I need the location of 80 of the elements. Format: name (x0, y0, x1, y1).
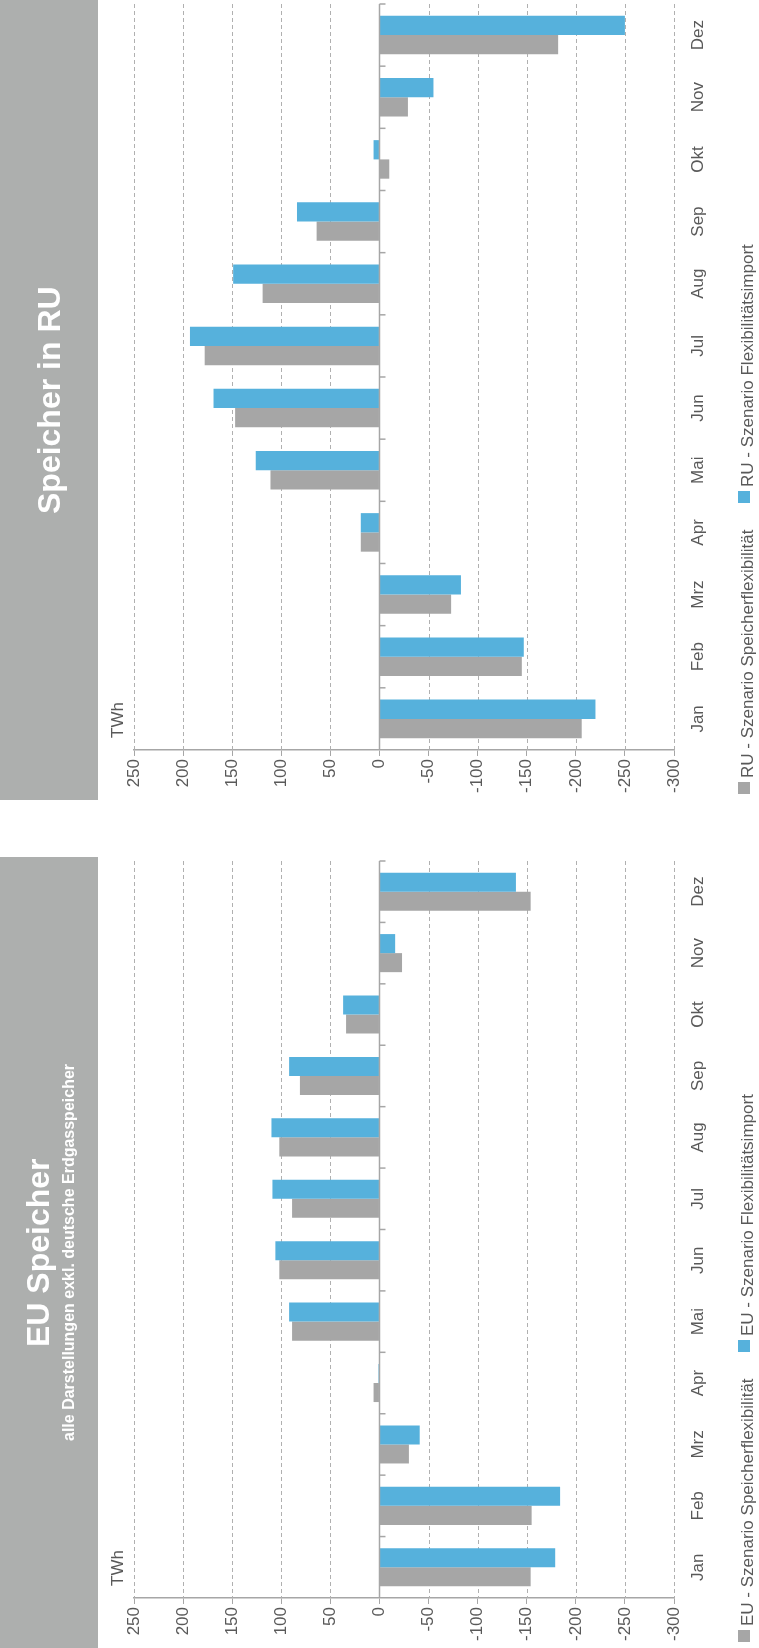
bar (275, 1241, 379, 1261)
bar (289, 1302, 379, 1322)
bar (379, 872, 516, 892)
y-tick-label: Feb (687, 642, 707, 672)
bar (189, 326, 379, 346)
y-tick-label: Aug (687, 268, 707, 299)
y-tick-label: Sep (687, 206, 707, 237)
text: TWh (107, 702, 127, 738)
x-tick-label: 50 (320, 1606, 340, 1626)
bar (255, 450, 379, 471)
text: alle Darstellungen exkl. deutsche Erdgasspeicher (59, 1063, 78, 1442)
x-tick-label: -300 (663, 758, 683, 794)
x-tick-label: -300 (663, 1606, 683, 1642)
x-tick-label: -200 (565, 758, 585, 794)
text: EU - Szenario Flexibilitätsimport (738, 1094, 757, 1337)
x-tick-label: -150 (516, 758, 536, 794)
bar (360, 513, 379, 533)
bar (379, 699, 596, 719)
y-tick-label: Dez (687, 876, 707, 907)
y-tick-label: Aug (687, 1122, 707, 1153)
y-tick-label: Apr (687, 1369, 707, 1397)
x-tick-label: 250 (123, 758, 143, 788)
x-tick-label: 150 (221, 1606, 241, 1636)
bar (272, 1179, 379, 1199)
x-tick-label: 150 (221, 758, 241, 788)
x-tick-label: 200 (172, 758, 192, 788)
x-tick-label: -100 (467, 758, 487, 794)
y-tick-label: Dez (687, 19, 707, 51)
y-tick-label: Nov (687, 81, 707, 113)
x-tick-label: -100 (467, 1606, 487, 1642)
text: EU Speicher (19, 1158, 57, 1347)
y-tick-label: Sep (687, 1060, 707, 1092)
y-tick-label: Jul (687, 335, 707, 357)
text: EU - Szenario Speicherflexibilität (738, 1378, 757, 1626)
x-tick-label: 0 (369, 758, 389, 769)
y-tick-label: Jan (687, 705, 707, 733)
x-tick-label: -250 (614, 1606, 634, 1642)
bar (233, 264, 379, 284)
y-tick-label: Feb (687, 1491, 707, 1521)
bar (379, 15, 625, 36)
y-tick-label: Jun (687, 394, 707, 422)
text: RU - Szenario Speicherflexibilität (738, 529, 757, 778)
bar (379, 77, 434, 98)
x-tick-label: 250 (123, 1606, 143, 1636)
x-tick-label: 50 (320, 758, 340, 778)
x-tick-label: 0 (369, 1606, 389, 1617)
x-tick-label: 100 (270, 758, 290, 788)
bar (213, 388, 379, 409)
text: TWh (107, 1550, 127, 1586)
y-tick-label: Jan (687, 1553, 707, 1581)
bar (373, 140, 379, 160)
bar (379, 575, 461, 595)
y-tick-label: Apr (687, 518, 707, 546)
bar (379, 934, 396, 954)
bar (343, 995, 379, 1015)
y-tick-label: Jun (687, 1246, 707, 1274)
y-tick-label: Nov (687, 937, 707, 969)
x-tick-label: -50 (418, 758, 438, 784)
y-tick-label: Mai (687, 1307, 707, 1336)
bar (271, 1118, 379, 1138)
bar (296, 202, 379, 222)
x-tick-label: 100 (270, 1606, 290, 1636)
bar (379, 1548, 556, 1568)
y-tick-label: Mrz (687, 580, 707, 609)
x-tick-label: -200 (565, 1606, 585, 1642)
y-tick-label: Okt (687, 1001, 707, 1028)
y-tick-label: Mai (687, 456, 707, 484)
x-tick-label: -50 (418, 1606, 438, 1632)
y-tick-label: Okt (687, 145, 707, 173)
x-tick-label: 200 (172, 1606, 192, 1636)
x-tick-label: -150 (516, 1606, 536, 1642)
text: RU - Szenario Flexibilitätsimport (738, 244, 757, 488)
bar (289, 1056, 379, 1076)
text: Speicher in RU (30, 286, 68, 514)
bar (379, 1425, 420, 1445)
y-tick-label: Mrz (687, 1430, 707, 1459)
bar (379, 637, 524, 657)
bar (379, 1486, 561, 1506)
y-tick-label: Jul (687, 1187, 707, 1210)
x-tick-label: -250 (614, 758, 634, 794)
